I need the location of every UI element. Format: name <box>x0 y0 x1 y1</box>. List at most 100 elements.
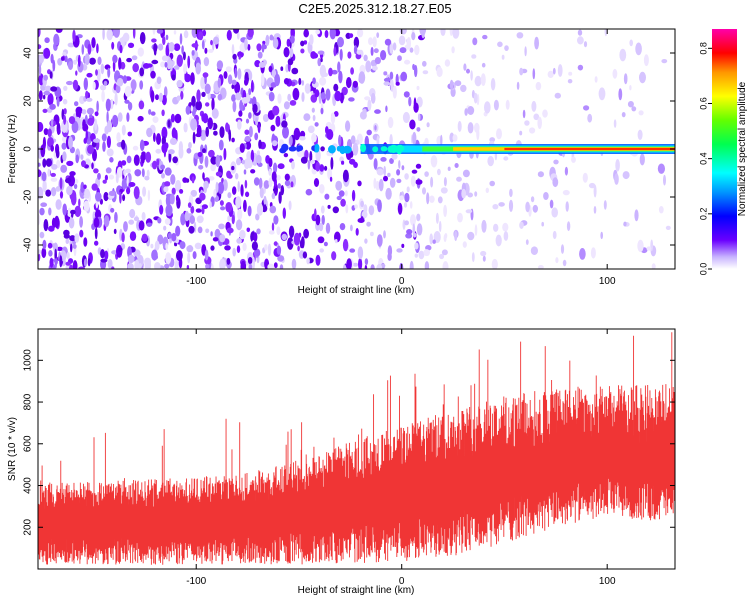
spectrogram-cell <box>637 129 643 140</box>
spectrogram-cell <box>137 115 144 122</box>
spectrogram-cell <box>247 205 252 217</box>
spectrogram-cell <box>509 188 513 198</box>
spectrogram-cell <box>271 171 277 182</box>
spectrogram-cell <box>603 200 607 210</box>
spectrogram-cell <box>286 38 290 47</box>
spectrogram-cell <box>329 29 336 40</box>
spectrogram-cell <box>232 53 237 60</box>
spectrogram-cell <box>319 248 325 253</box>
spectrogram-cell <box>320 57 323 63</box>
spectrogram-cell <box>259 187 264 199</box>
spectrogram-cell <box>128 219 135 225</box>
figure-title: C2E5.2025.312.18.27.E05 <box>298 1 452 16</box>
spectrogram-cell <box>364 258 369 266</box>
spectrogram-cell <box>126 57 132 63</box>
spectrogram-cell <box>257 51 263 59</box>
spectrogram-cell <box>183 122 188 133</box>
spectrogram-cell <box>210 245 215 251</box>
spectrogram-cell <box>116 77 124 87</box>
spectrogram-cell <box>461 188 467 199</box>
y-tick-label: 40 <box>23 47 34 59</box>
spectrogram-cell <box>38 162 41 167</box>
spectrogram-cell <box>282 126 289 139</box>
spectrogram-cell <box>535 81 542 91</box>
spectrogram-cell <box>151 59 159 65</box>
spectrogram-cell <box>552 230 557 240</box>
spectrogram-cell <box>273 162 278 174</box>
spectrogram-cell <box>273 215 279 225</box>
spectrogram-cell <box>68 116 76 125</box>
spectrogram-cell <box>273 262 278 269</box>
spectrogram-cell <box>231 165 235 171</box>
spectrogram-cell <box>658 206 664 214</box>
spectrogram-cell <box>258 204 263 212</box>
spectrogram-cell <box>622 171 630 180</box>
spectrogram-x-label: Height of straight line (km) <box>298 285 415 296</box>
spectrogram-cell <box>246 151 252 161</box>
spectrogram-cell <box>253 177 260 186</box>
spectrogram-cell <box>271 222 275 232</box>
spectrogram-cell <box>613 119 617 128</box>
spectrogram-cell <box>171 74 176 81</box>
spectrogram-cell <box>201 91 206 97</box>
spectrogram-cell <box>78 266 86 269</box>
spectrogram-cell <box>365 60 372 73</box>
spectrogram-cell <box>65 178 72 184</box>
spectrogram-cell <box>183 63 188 74</box>
spectrogram-cell <box>349 33 354 38</box>
spectrogram-cell <box>85 90 89 100</box>
spectrogram-cell <box>390 79 394 92</box>
spectrogram-cell <box>237 208 243 220</box>
spectrogram-cell <box>237 181 240 192</box>
spectrogram-cell <box>183 30 189 39</box>
spectrogram-cell <box>204 249 209 261</box>
spectrogram-cell <box>305 188 313 196</box>
spectrogram-cell <box>406 37 411 50</box>
spectrogram-cell <box>387 252 392 261</box>
spectrogram-cell <box>439 253 445 260</box>
spectrogram-cell <box>615 159 620 172</box>
spectrogram-cell <box>383 175 388 182</box>
spectrogram-cell <box>555 257 559 264</box>
spectrogram-cell <box>246 158 253 169</box>
spectrogram-cell <box>226 170 232 179</box>
spectrogram-cell <box>219 200 224 206</box>
spectrogram-cell <box>115 172 119 184</box>
spectrogram-cell <box>101 90 105 103</box>
spectrogram-cell <box>179 241 186 250</box>
colorbar-gradient <box>712 29 737 269</box>
spectrogram-cell <box>60 164 68 173</box>
spectrogram-cell <box>75 70 78 76</box>
spectrogram-cell <box>51 243 56 248</box>
spectrogram-cell <box>101 133 107 142</box>
spectrogram-cell <box>216 60 224 70</box>
spectrogram-cell <box>151 38 157 43</box>
spectrogram-cell <box>542 109 548 118</box>
spectrogram-cell <box>503 156 509 161</box>
spectrogram-cell <box>332 206 339 214</box>
spectrogram-cell <box>411 169 418 174</box>
spectrogram-cell <box>263 195 267 205</box>
spectrogram-cell <box>156 133 161 145</box>
spectrogram-cell <box>150 111 156 116</box>
spectrogram-cell <box>235 173 239 180</box>
spectrogram-cell <box>151 249 158 261</box>
spectrogram-cell <box>404 220 409 226</box>
spectrogram-cell <box>273 241 278 246</box>
spectrogram-cell <box>127 42 135 48</box>
spectrogram-cell <box>457 120 462 132</box>
spectrogram-cell <box>310 90 314 95</box>
spectrogram-cell <box>122 32 130 42</box>
spectrogram-cell <box>508 199 514 212</box>
spectrogram-cell <box>83 200 90 212</box>
spectrogram-cell <box>383 71 388 76</box>
spectrogram-cell <box>405 233 413 239</box>
spectrogram-cell <box>245 191 250 198</box>
spectrogram-cell <box>114 92 118 106</box>
spectrogram-cell <box>87 43 92 55</box>
spectrogram-cell <box>444 59 451 67</box>
spectrogram-cell <box>164 181 171 187</box>
spectrogram-cell <box>227 192 232 199</box>
spectrogram-cell <box>264 244 268 251</box>
spectrogram-cell <box>140 157 145 164</box>
